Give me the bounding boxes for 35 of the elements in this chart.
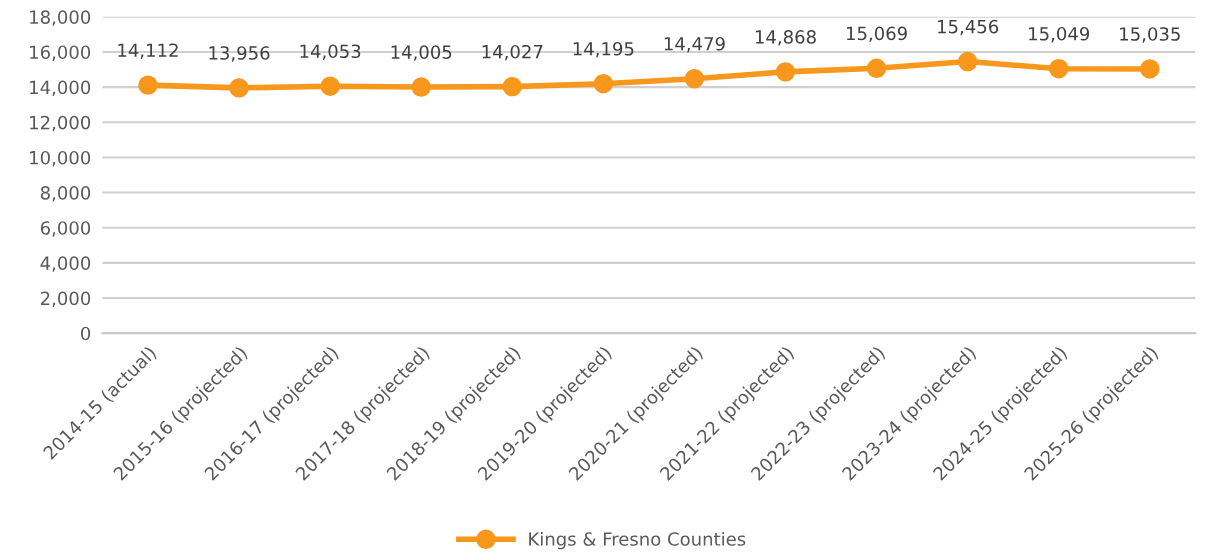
y-tick-label: 14,000 [30,80,91,97]
data-label: 15,069 [846,26,907,43]
y-tick-label: 8,000 [40,186,91,202]
point [1049,58,1069,79]
point [320,76,340,96]
y-tick-label: 16,000 [30,45,91,61]
data-label: 14,053 [300,44,361,60]
y-tick-label: 4,000 [40,256,91,272]
data-label: 14,005 [391,45,452,61]
data-label: 15,035 [1120,27,1180,43]
legend-label: Kings & Fresno Counties [529,531,746,550]
point [229,78,249,98]
y-tick-label: 12,000 [30,115,91,132]
y-tick-label: 2,000 [40,291,91,307]
data-label: 14,195 [573,41,634,58]
point [593,73,614,94]
point [957,51,978,72]
point [138,75,158,95]
data-label: 14,027 [482,44,543,61]
point [502,76,522,97]
y-tick-label: 10,000 [30,150,91,167]
point [411,77,431,97]
data-label: 14,868 [755,30,816,46]
point [775,62,796,82]
data-label: 14,479 [664,36,725,53]
y-tick-label: 18,000 [30,10,91,26]
point [1140,59,1160,79]
data-label: 15,049 [1029,26,1090,43]
y-tick-label: 6,000 [40,221,91,237]
data-label: 15,456 [938,19,999,36]
y-tick-label: 0 [81,326,91,341]
data-label: 14,112 [118,43,178,59]
point [684,68,705,89]
point [866,58,887,79]
data-label: 13,956 [209,46,270,62]
